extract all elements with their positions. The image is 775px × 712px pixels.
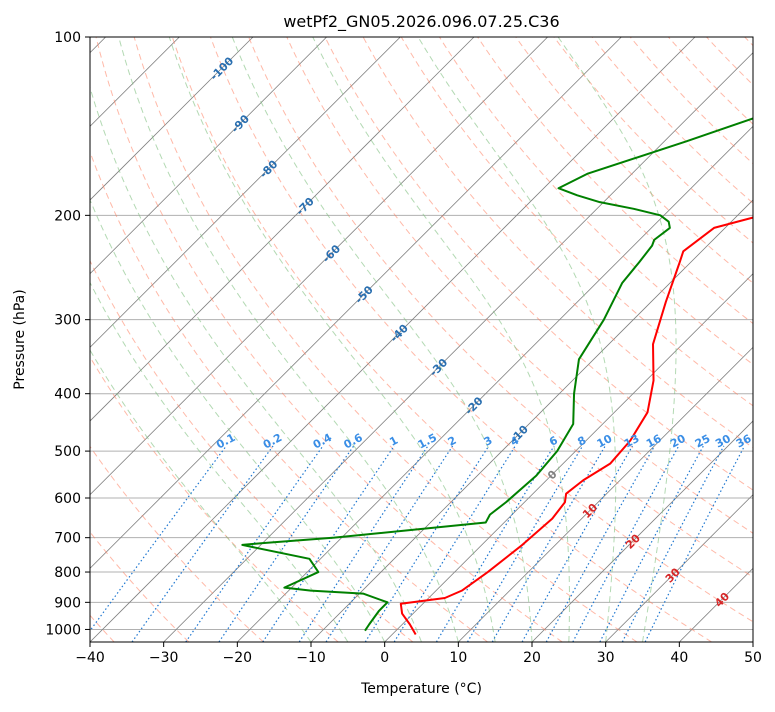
- x-tick-label: 0: [380, 650, 389, 666]
- y-tick-label: 1000: [45, 622, 81, 638]
- y-tick-label: 800: [54, 565, 81, 581]
- y-tick-label: 400: [54, 387, 81, 403]
- y-tick-label: 700: [54, 531, 81, 547]
- chart-title: wetPf2_GN05.2026.096.07.25.C36: [283, 12, 559, 32]
- x-tick-label: −20: [223, 650, 253, 666]
- x-tick-label: 20: [523, 650, 541, 666]
- y-tick-label: 900: [54, 595, 81, 611]
- y-tick-label: 600: [54, 491, 81, 507]
- y-tick-label: 500: [54, 444, 81, 460]
- y-tick-label: 200: [54, 208, 81, 224]
- x-tick-label: −30: [149, 650, 179, 666]
- x-tick-label: −10: [296, 650, 326, 666]
- y-axis-label: Pressure (hPa): [12, 289, 28, 389]
- y-tick-label: 100: [54, 30, 81, 46]
- x-tick-label: 50: [744, 650, 762, 666]
- y-tick-label: 300: [54, 313, 81, 329]
- x-axis-label: Temperature (°C): [360, 681, 482, 697]
- x-tick-label: 40: [670, 650, 688, 666]
- x-tick-label: 10: [449, 650, 467, 666]
- x-tick-label: 30: [597, 650, 615, 666]
- x-tick-label: −40: [75, 650, 105, 666]
